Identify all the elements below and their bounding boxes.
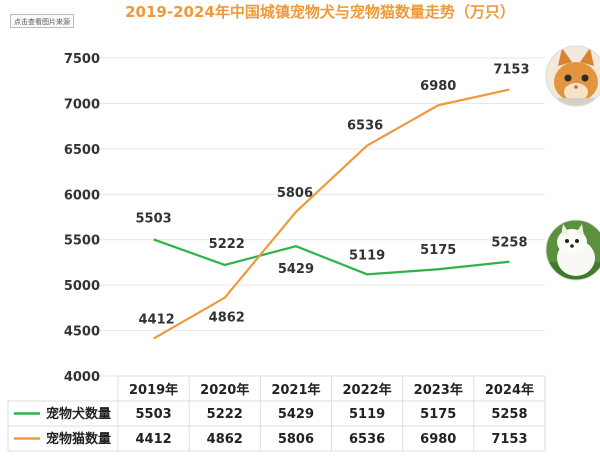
table-cell: 5258 [491, 407, 527, 422]
table-cell: 4862 [207, 432, 243, 447]
y-tick-label: 5000 [64, 279, 100, 294]
data-label: 5258 [491, 236, 527, 251]
dog-photo [545, 219, 600, 281]
y-axis: 4000 4500 5000 5500 6000 6500 7000 7500 [64, 52, 100, 385]
series-line-1 [153, 88, 510, 340]
table-header-cell: 2021年 [271, 382, 320, 398]
legend-label: 宠物犬数量 [46, 406, 111, 422]
chart-title: 2019-2024年中国城镇宠物犬与宠物猫数量走势（万只） [125, 3, 515, 21]
legend-label: 宠物猫数量 [46, 431, 111, 447]
data-label: 5806 [277, 186, 313, 201]
data-label: 5429 [278, 262, 314, 277]
y-tick-label: 4500 [64, 325, 100, 340]
image-source-button[interactable]: 点击查看图片来源 [10, 14, 74, 28]
table-cell: 5175 [420, 407, 456, 422]
table-header-cell: 2019年 [129, 382, 178, 398]
table-header-cell: 2023年 [414, 382, 463, 398]
data-label: 7153 [493, 63, 529, 78]
table-cell: 5806 [278, 432, 314, 447]
y-tick-label: 7000 [64, 97, 100, 112]
data-label: 5119 [349, 248, 385, 263]
data-label: 4412 [138, 313, 174, 328]
data-label: 4862 [209, 311, 245, 326]
table-cell: 7153 [491, 432, 527, 447]
series-line-0 [153, 238, 510, 276]
y-tick-label: 7500 [64, 52, 100, 67]
table-cell: 6536 [349, 432, 385, 447]
table-cell: 4412 [135, 432, 171, 447]
data-label: 5175 [420, 243, 456, 258]
y-tick-label: 4000 [64, 370, 100, 385]
data-label: 6980 [420, 79, 456, 94]
table-header-cell: 2024年 [485, 382, 534, 398]
table-cell: 5119 [349, 407, 385, 422]
data-label: 5503 [135, 211, 171, 226]
y-tick-label: 6500 [64, 143, 100, 158]
y-tick-label: 6000 [64, 188, 100, 203]
table-cell: 6980 [420, 432, 456, 447]
plot-lines [153, 88, 510, 340]
data-label: 6536 [347, 119, 383, 134]
table-cell: 5503 [135, 407, 171, 422]
data-label: 5222 [209, 237, 245, 252]
table-header-cell: 2020年 [200, 382, 249, 398]
y-tick-label: 5500 [64, 234, 100, 249]
data-labels: 5503 5222 5429 5119 5175 5258 4412 4862 5806 6536… [135, 63, 529, 328]
table-header-cell: 2022年 [342, 382, 391, 398]
table-cell: 5222 [207, 407, 243, 422]
cat-photo [545, 45, 600, 107]
table-cell: 5429 [278, 407, 314, 422]
